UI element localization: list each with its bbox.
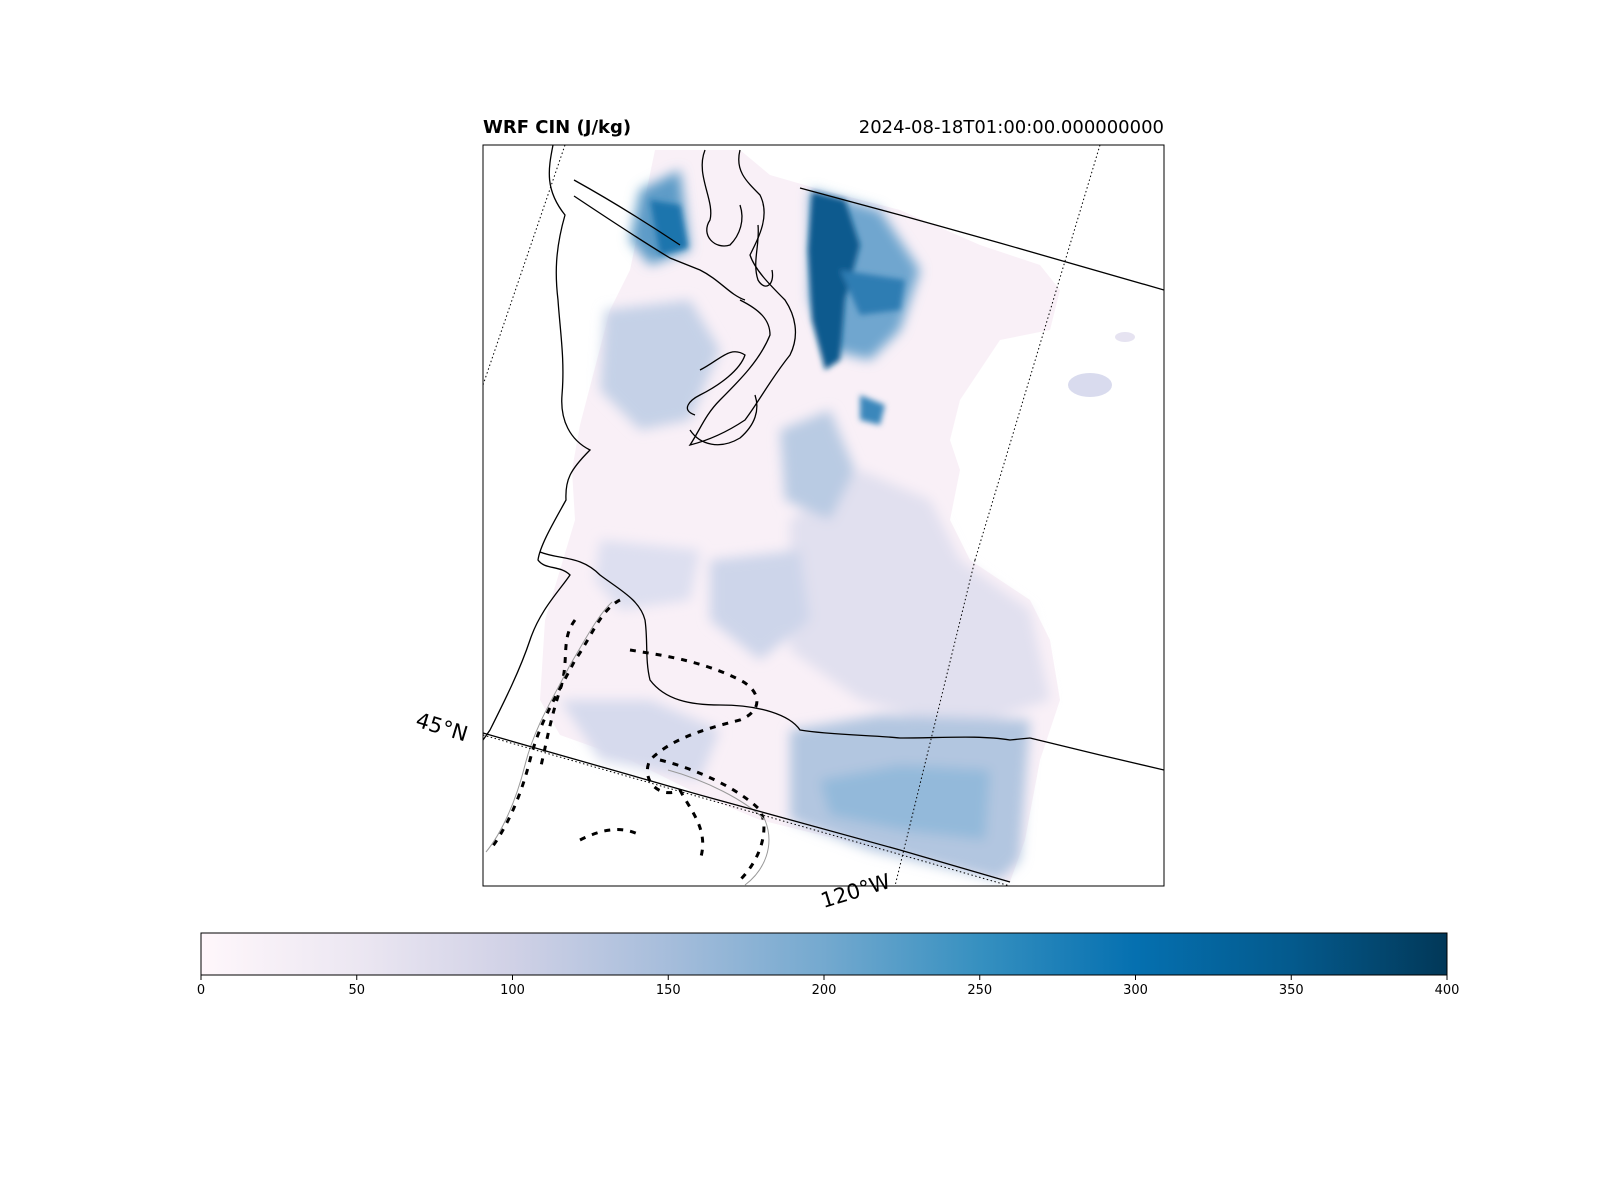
state-border-or-id xyxy=(1029,737,1164,771)
map-panel xyxy=(483,145,1164,886)
colorbar-ticks xyxy=(200,975,1448,980)
colorbar-tick-label-50: 50 xyxy=(348,983,366,998)
state-border-or-ca xyxy=(483,732,1011,883)
columbia-river xyxy=(539,551,1031,741)
strait-juan-de-fuca-south xyxy=(573,195,746,301)
coastlines xyxy=(483,145,1164,883)
contour-dashed-5 xyxy=(678,789,705,861)
cin-north-cascades-ridge xyxy=(840,270,905,315)
gridline-124w xyxy=(483,145,566,386)
cin-olympic-core xyxy=(650,200,688,255)
contour-grey-1 xyxy=(485,601,613,853)
contour-dashed-3 xyxy=(629,648,759,795)
cin-cascade-spur xyxy=(860,395,885,425)
colorbar-tick-label-0: 0 xyxy=(196,983,206,998)
colorbar-tick-label-350: 350 xyxy=(1278,983,1304,998)
pacific-coast xyxy=(483,145,592,741)
cin-southwest xyxy=(595,540,700,610)
cin-isolated-dot xyxy=(1115,332,1135,342)
cin-south-interior xyxy=(560,700,720,780)
state-border-wa-bc xyxy=(799,187,1164,291)
colorbar-tick-label-300: 300 xyxy=(1123,983,1148,998)
cin-shading xyxy=(540,150,1135,882)
contour-grey-2 xyxy=(667,769,770,886)
map-frame xyxy=(482,144,1165,887)
puget-sound-inner xyxy=(686,351,746,416)
colorbar-tick-label-250: 250 xyxy=(967,983,993,998)
map-title: WRF CIN (J/kg) xyxy=(483,117,632,138)
lower-sound-loop xyxy=(689,394,758,446)
gridline-45n xyxy=(483,734,1011,886)
cin-central-cascades xyxy=(780,410,855,520)
whidbey-island xyxy=(755,224,774,287)
cin-columbia-basin xyxy=(790,470,1050,730)
colorbar xyxy=(200,932,1448,980)
hood-canal xyxy=(701,149,743,247)
valid-time: 2024-08-18T01:00:00.000000000 xyxy=(858,117,1164,138)
cin-north-cascades-core xyxy=(808,192,860,370)
colorbar-tick-label-150: 150 xyxy=(655,983,681,998)
colorbar-tick-label-400: 400 xyxy=(1434,983,1460,998)
contour-dashed-6 xyxy=(579,828,641,842)
gridline-116w xyxy=(974,145,1101,561)
cin-olympic-west xyxy=(600,300,720,430)
colorbar-tick-label-100: 100 xyxy=(500,983,525,998)
puget-sound-outline xyxy=(688,149,797,447)
cin-se-core xyxy=(820,765,990,840)
colorbar-tick-label-200: 200 xyxy=(811,983,837,998)
colorbar-fill xyxy=(200,932,1448,976)
cin-isolated-blob xyxy=(1068,373,1112,397)
strait-juan-de-fuca-north xyxy=(573,179,681,246)
latlon-gridlines xyxy=(483,145,1101,886)
cin-south-cascades xyxy=(710,550,810,660)
contour-dashed-1 xyxy=(488,598,621,851)
